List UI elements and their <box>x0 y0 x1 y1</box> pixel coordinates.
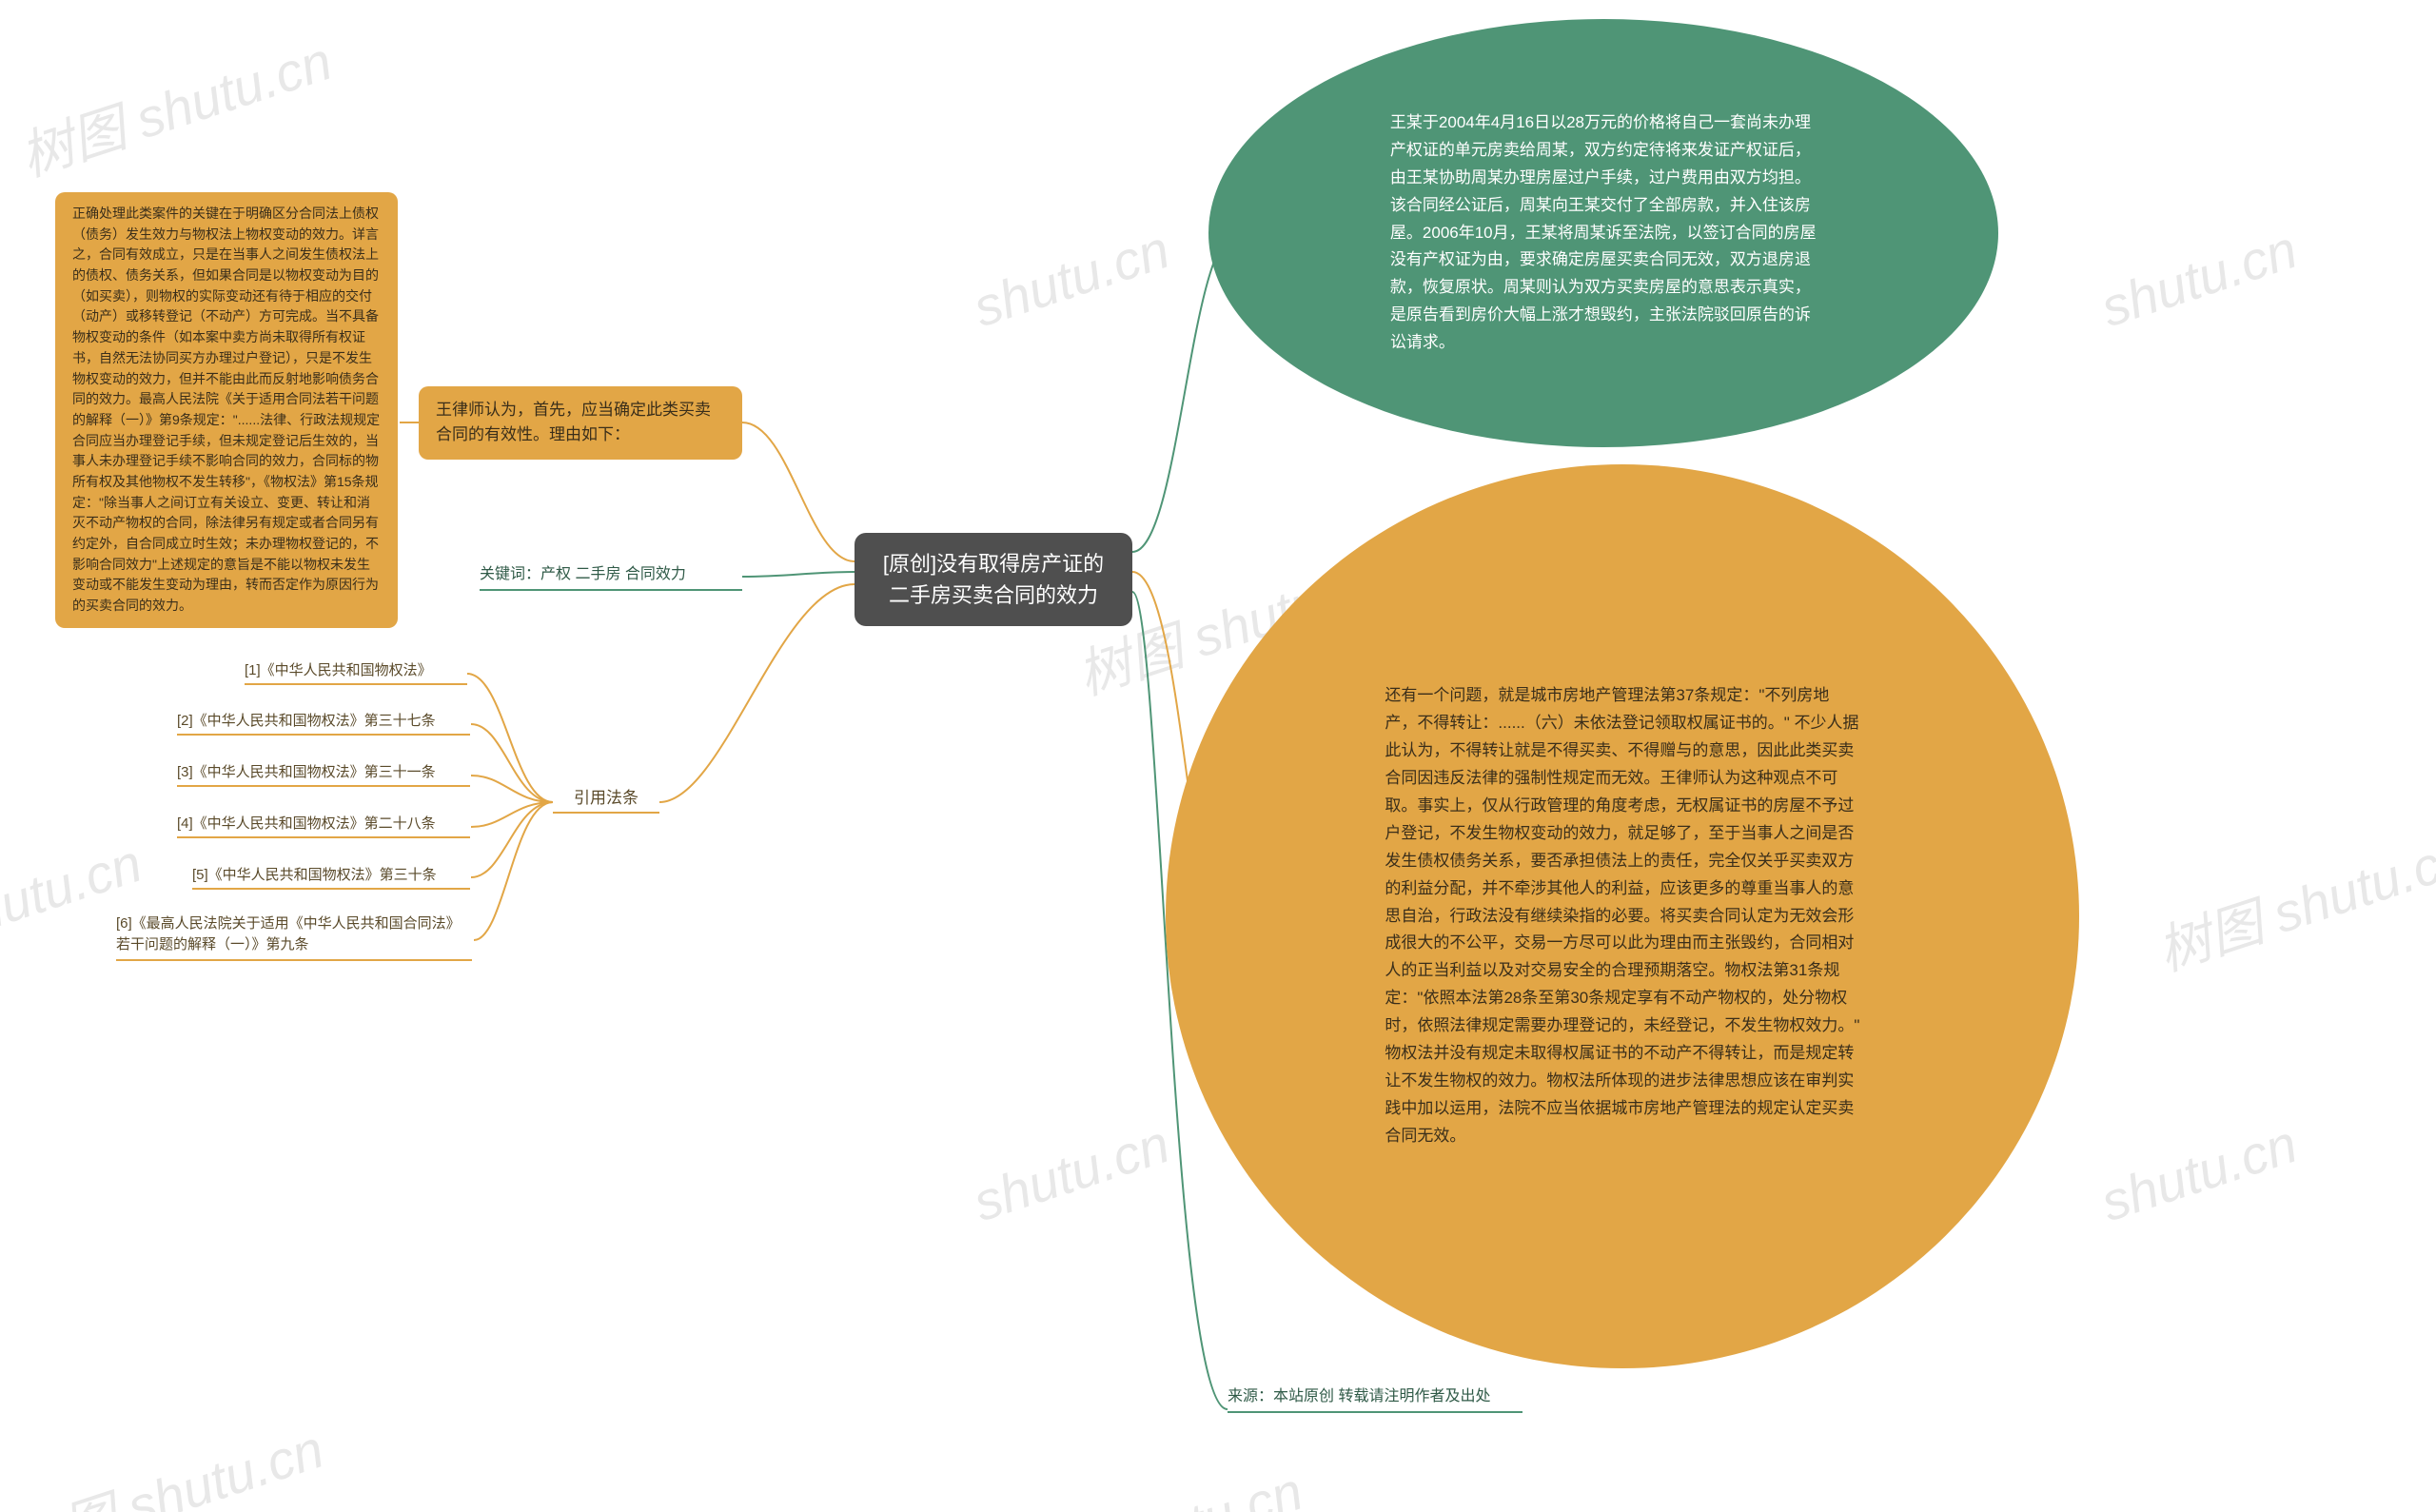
source-node[interactable]: 来源：本站原创 转载请注明作者及出处 <box>1228 1383 1522 1413</box>
keywords-text: 关键词：产权 二手房 合同效力 <box>480 566 686 582</box>
citation-item[interactable]: [3]《中华人民共和国物权法》第三十一条 <box>177 761 470 787</box>
discussion-bubble[interactable]: 还有一个问题，就是城市房地产管理法第37条规定："不列房地产，不得转让：....… <box>1166 464 2079 1368</box>
citations-title-node[interactable]: 引用法条 <box>553 784 659 814</box>
citation-text: [2]《中华人民共和国物权法》第三十七条 <box>177 713 436 729</box>
citation-item[interactable]: [4]《中华人民共和国物权法》第二十八条 <box>177 813 470 838</box>
analysis-title-node[interactable]: 王律师认为，首先，应当确定此类买卖合同的有效性。理由如下： <box>419 386 742 460</box>
root-line1: [原创]没有取得房产证的 <box>883 552 1104 576</box>
citation-item[interactable]: [6]《最高人民法院关于适用《中华人民共和国合同法》若干问题的解释（一）》第九条 <box>116 913 472 961</box>
citation-text: [4]《中华人民共和国物权法》第二十八条 <box>177 815 436 832</box>
citation-item[interactable]: [5]《中华人民共和国物权法》第三十条 <box>192 864 470 890</box>
watermark: 树图 shutu.cn <box>2147 814 2436 987</box>
watermark: 树图 shutu.cn <box>10 19 341 192</box>
watermark: shutu.cn <box>1099 1460 1309 1512</box>
keywords-node[interactable]: 关键词：产权 二手房 合同效力 <box>480 560 742 591</box>
citation-text: [5]《中华人民共和国物权法》第三十条 <box>192 867 437 883</box>
case-text: 王某于2004年4月16日以28万元的价格将自己一套尚未办理产权证的单元房卖给周… <box>1390 109 1817 357</box>
analysis-title-text: 王律师认为，首先，应当确定此类买卖合同的有效性。理由如下： <box>436 401 711 443</box>
watermark: shutu.cn <box>966 218 1176 339</box>
citation-text: [3]《中华人民共和国物权法》第三十一条 <box>177 764 436 780</box>
watermark: shutu.cn <box>2093 218 2304 339</box>
citation-item[interactable]: [2]《中华人民共和国物权法》第三十七条 <box>177 710 470 736</box>
citations-title-text: 引用法条 <box>574 789 638 807</box>
source-text: 来源：本站原创 转载请注明作者及出处 <box>1228 1388 1490 1404</box>
mindmap-canvas: 树图 shutu.cn shutu.cn shutu.cn 树图 shutu.c… <box>0 0 2436 1512</box>
analysis-detail-node[interactable]: 正确处理此类案件的关键在于明确区分合同法上债权（债务）发生效力与物权法上物权变动… <box>55 192 398 628</box>
citation-text: [6]《最高人民法院关于适用《中华人民共和国合同法》若干问题的解释（一）》第九条 <box>116 915 461 952</box>
citation-text: [1]《中华人民共和国物权法》 <box>245 662 432 678</box>
analysis-detail-text: 正确处理此类案件的关键在于明确区分合同法上债权（债务）发生效力与物权法上物权变动… <box>72 206 380 613</box>
root-line2: 二手房买卖合同的效力 <box>889 583 1098 607</box>
citation-item[interactable]: [1]《中华人民共和国物权法》 <box>245 659 467 685</box>
root-node[interactable]: [原创]没有取得房产证的 二手房买卖合同的效力 <box>855 533 1132 626</box>
watermark: 图 shutu.cn <box>51 1406 331 1512</box>
discussion-text: 还有一个问题，就是城市房地产管理法第37条规定："不列房地产，不得转让：....… <box>1385 682 1859 1149</box>
watermark: shutu.cn <box>2093 1112 2304 1233</box>
watermark: shutu.cn <box>966 1112 1176 1233</box>
case-bubble[interactable]: 王某于2004年4月16日以28万元的价格将自己一套尚未办理产权证的单元房卖给周… <box>1208 19 1998 447</box>
